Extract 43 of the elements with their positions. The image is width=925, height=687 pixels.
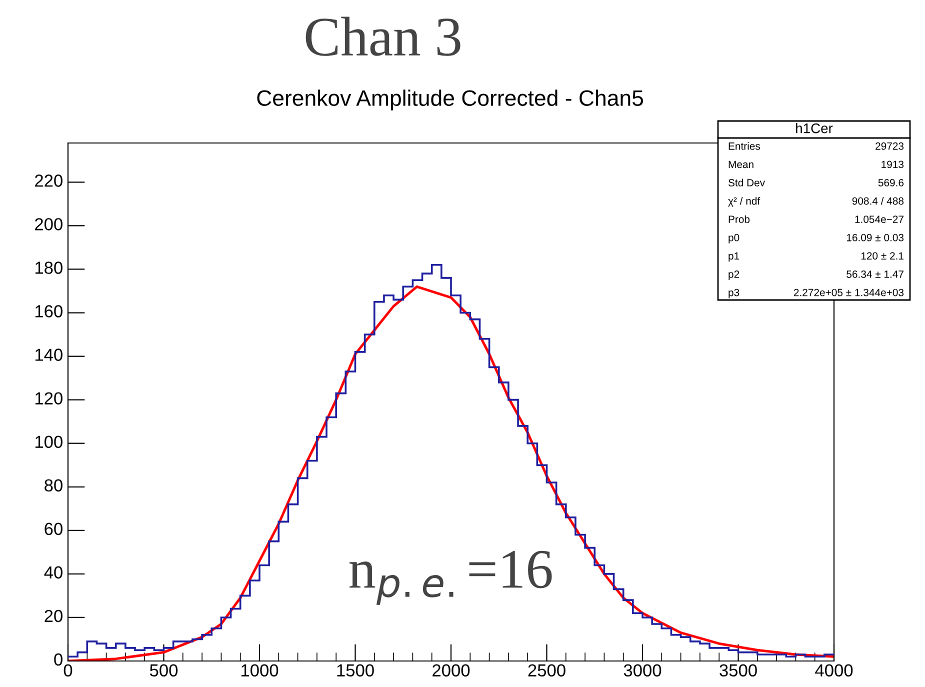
text: 1.054e−27 bbox=[855, 216, 904, 223]
y-tick-label: 160 bbox=[36, 305, 62, 318]
annotation: p3 bbox=[728, 288, 740, 298]
chart-title: Chan 3 bbox=[306, 16, 460, 56]
x-tick-label: 4000 bbox=[815, 664, 853, 677]
text: 16.09 ± 0.03 bbox=[846, 234, 904, 242]
x-tick-label: 500 bbox=[150, 664, 178, 677]
y-tick-label: 100 bbox=[36, 436, 62, 448]
text: 120 ± 2.1 bbox=[861, 252, 904, 260]
annotation: p0 bbox=[728, 234, 740, 244]
annotation: p1 bbox=[728, 252, 740, 262]
text: 908.4 / 488 bbox=[852, 197, 904, 205]
annotation: p2 bbox=[728, 270, 740, 280]
y-tick-label: 20 bbox=[44, 610, 62, 622]
annotation: n$_{p.e.}$=16 bbox=[350, 550, 552, 605]
annotation: Std Dev bbox=[728, 178, 766, 186]
annotation: Mean bbox=[728, 160, 754, 168]
y-tick-label: 200 bbox=[35, 218, 62, 230]
x-tick-label: 0 bbox=[64, 664, 72, 677]
annotation: Prob bbox=[728, 215, 750, 223]
annotation: Entries bbox=[728, 142, 760, 150]
x-tick-label: 3500 bbox=[720, 664, 757, 677]
text: 569.6 bbox=[878, 179, 904, 186]
y-tick-label: 60 bbox=[44, 522, 62, 536]
y-tick-label: 220 bbox=[35, 174, 62, 187]
y-tick-label: 180 bbox=[36, 262, 62, 274]
text: 56.34 ± 1.47 bbox=[846, 270, 904, 278]
text: 1913 bbox=[882, 160, 904, 168]
chart-subtitle: Cerenkov Amplitude Corrected - Chan5 bbox=[257, 90, 644, 110]
x-tick-label: 3000 bbox=[624, 664, 662, 677]
x-tick-label: 1500 bbox=[337, 664, 374, 677]
y-tick-label: 80 bbox=[44, 479, 62, 492]
y-tick-label: 140 bbox=[36, 348, 62, 361]
x-tick-label: 2500 bbox=[528, 664, 566, 677]
text: 29723 bbox=[876, 142, 904, 150]
x-tick-label: 2000 bbox=[432, 664, 470, 677]
annotation: χ² / ndf bbox=[728, 197, 760, 207]
x-tick-label: 1000 bbox=[242, 664, 278, 677]
y-tick-label: 120 bbox=[36, 392, 62, 404]
annotation: 2.272e+05 ± 1.344e+03 bbox=[794, 288, 904, 296]
y-tick-label: 40 bbox=[44, 566, 62, 579]
y-tick-label: 0 bbox=[54, 653, 62, 666]
text: h1Cer bbox=[796, 123, 833, 134]
